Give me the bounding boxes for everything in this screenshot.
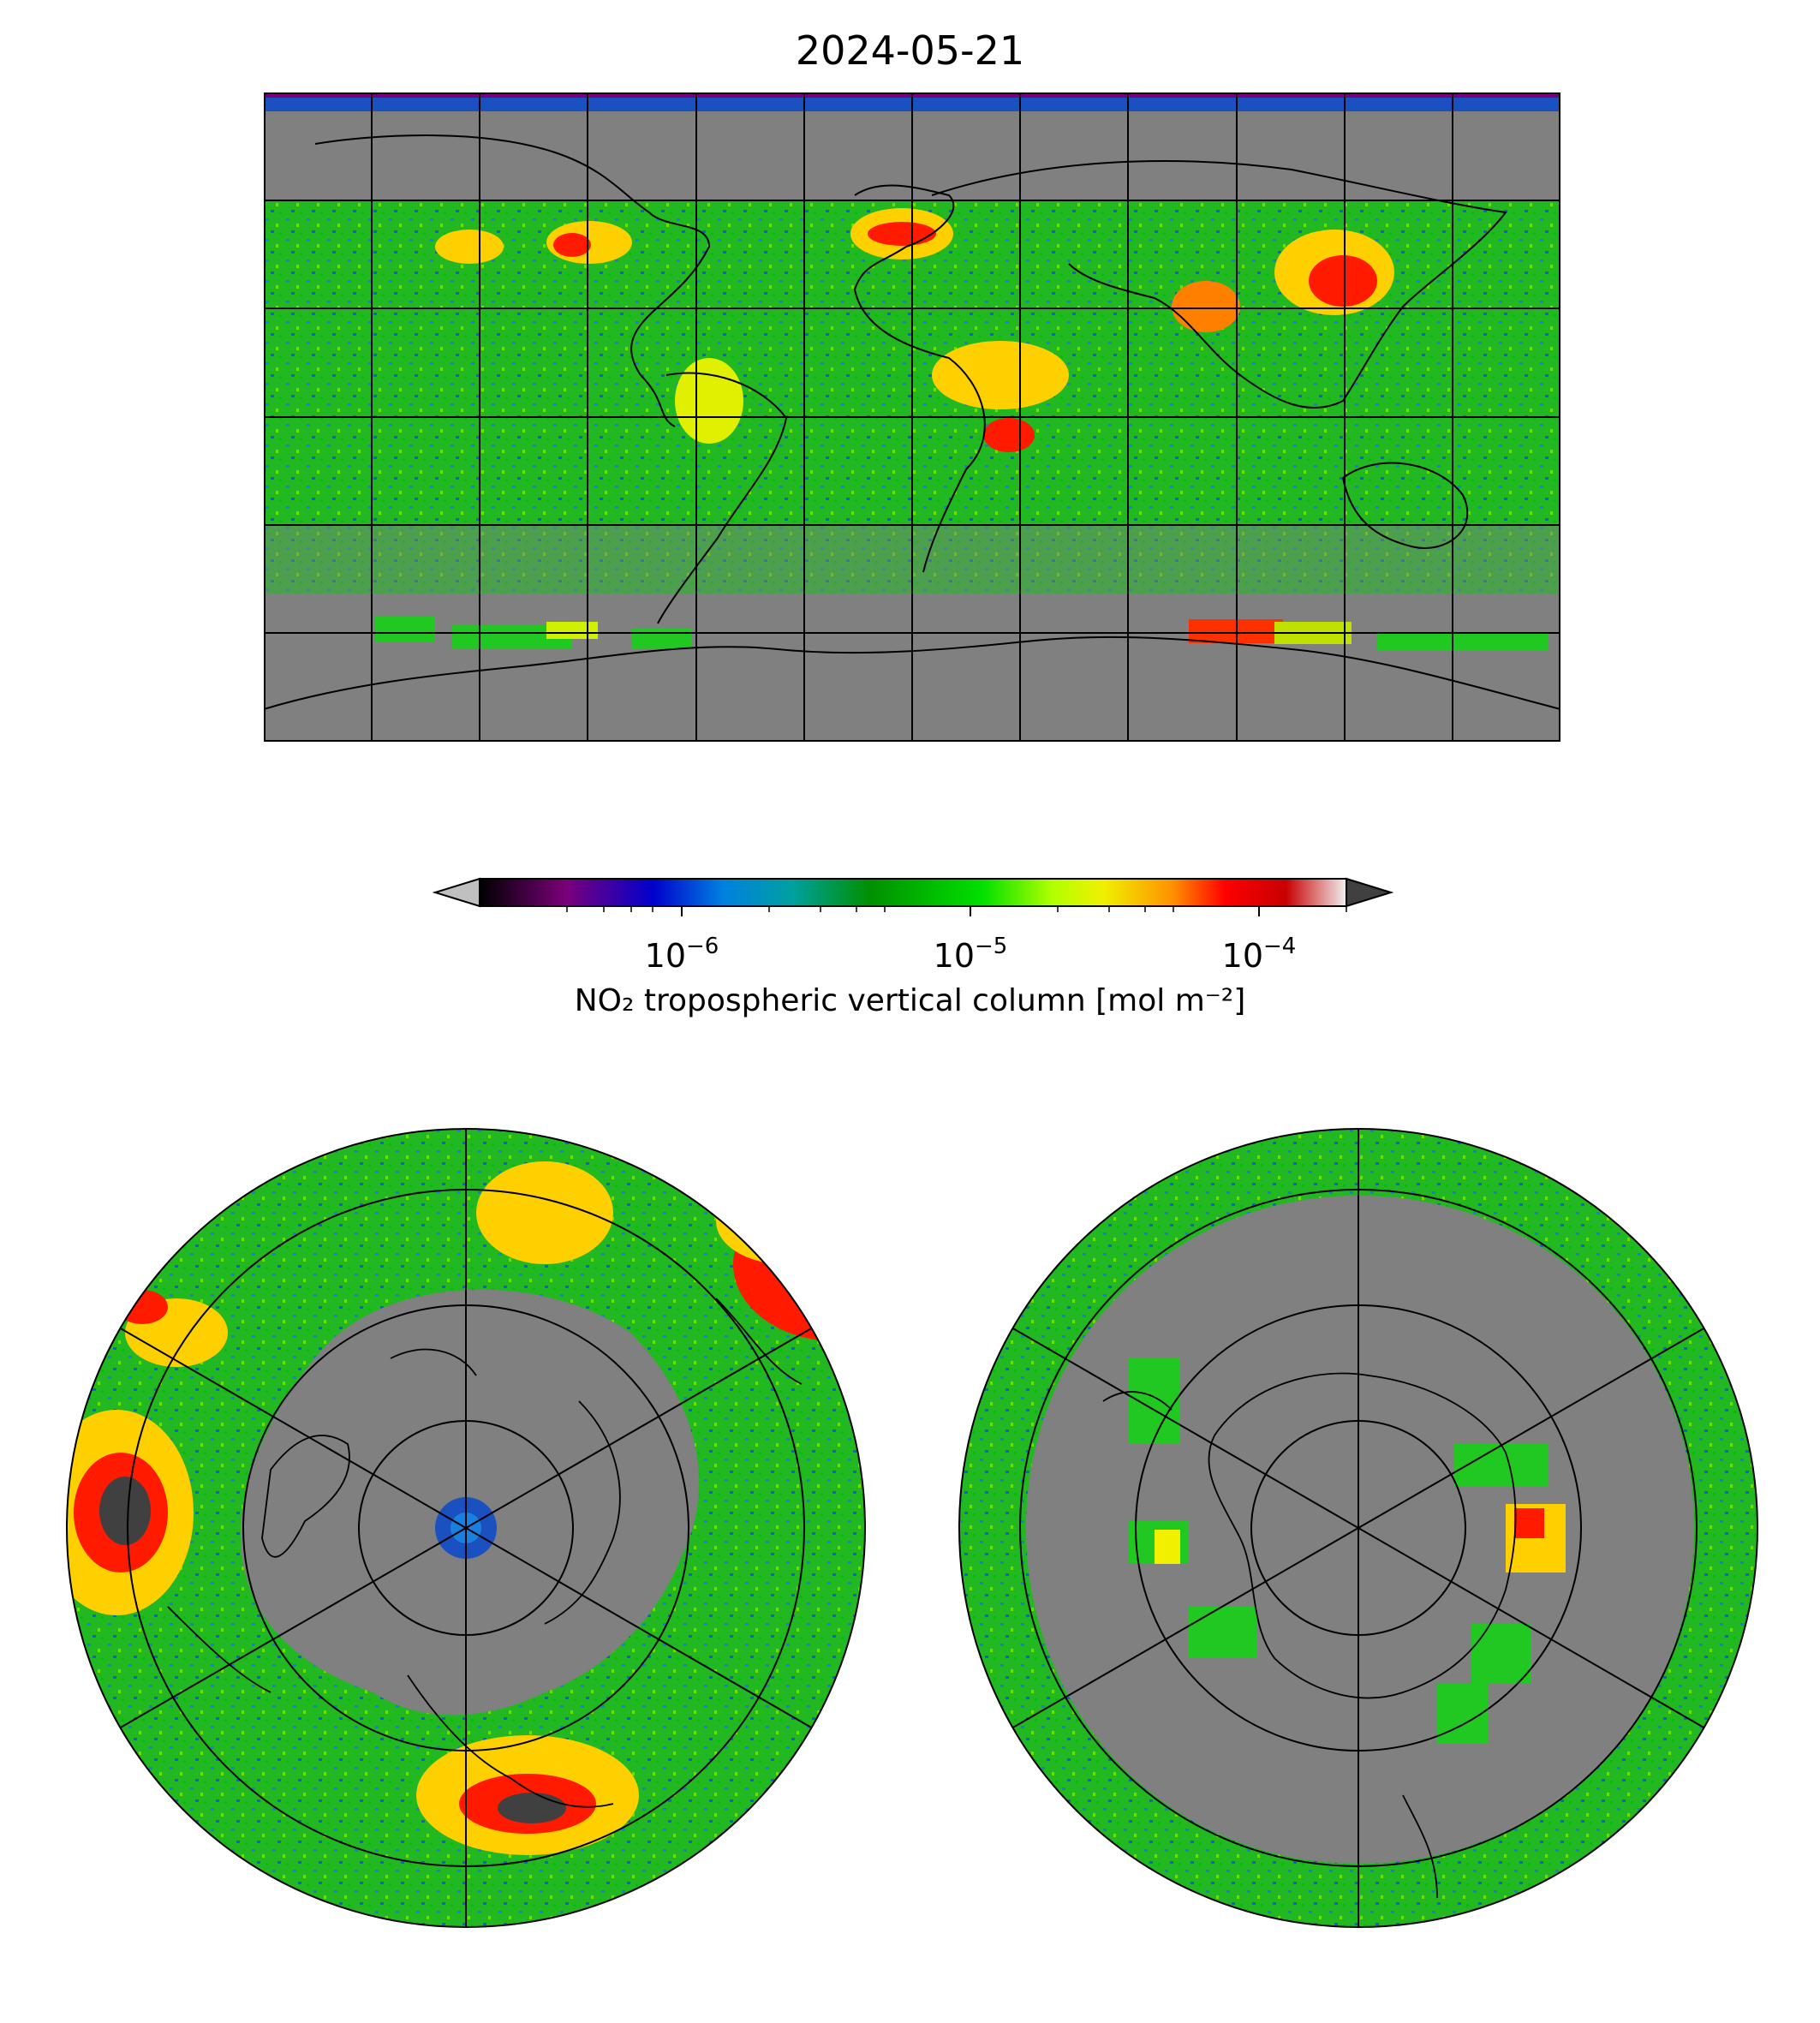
colorbar bbox=[432, 877, 1394, 916]
north-polar-map bbox=[66, 1128, 866, 1928]
colorbar-tick-1e-6: 10−6 bbox=[644, 934, 719, 975]
pollution-hotspots bbox=[435, 208, 1394, 452]
under-extension bbox=[432, 877, 480, 908]
global-map bbox=[264, 92, 1560, 742]
figure-title: 2024-05-21 bbox=[795, 27, 1025, 74]
south-swaths bbox=[1129, 1358, 1566, 1744]
antarctica-coast bbox=[1208, 1372, 1517, 1699]
colorbar-tick-1e-5: 10−5 bbox=[933, 934, 1008, 975]
colorbar-label: NO₂ tropospheric vertical column [mol m⁻… bbox=[574, 983, 1246, 1018]
antarctic-swaths bbox=[375, 617, 435, 642]
over-extension bbox=[1346, 877, 1394, 908]
colorbar-gradient bbox=[479, 878, 1347, 907]
south-polar-map bbox=[958, 1128, 1758, 1928]
colorbar-tick-1e-4: 10−4 bbox=[1221, 934, 1297, 975]
graticule bbox=[264, 92, 1560, 742]
coastlines bbox=[264, 134, 1560, 710]
